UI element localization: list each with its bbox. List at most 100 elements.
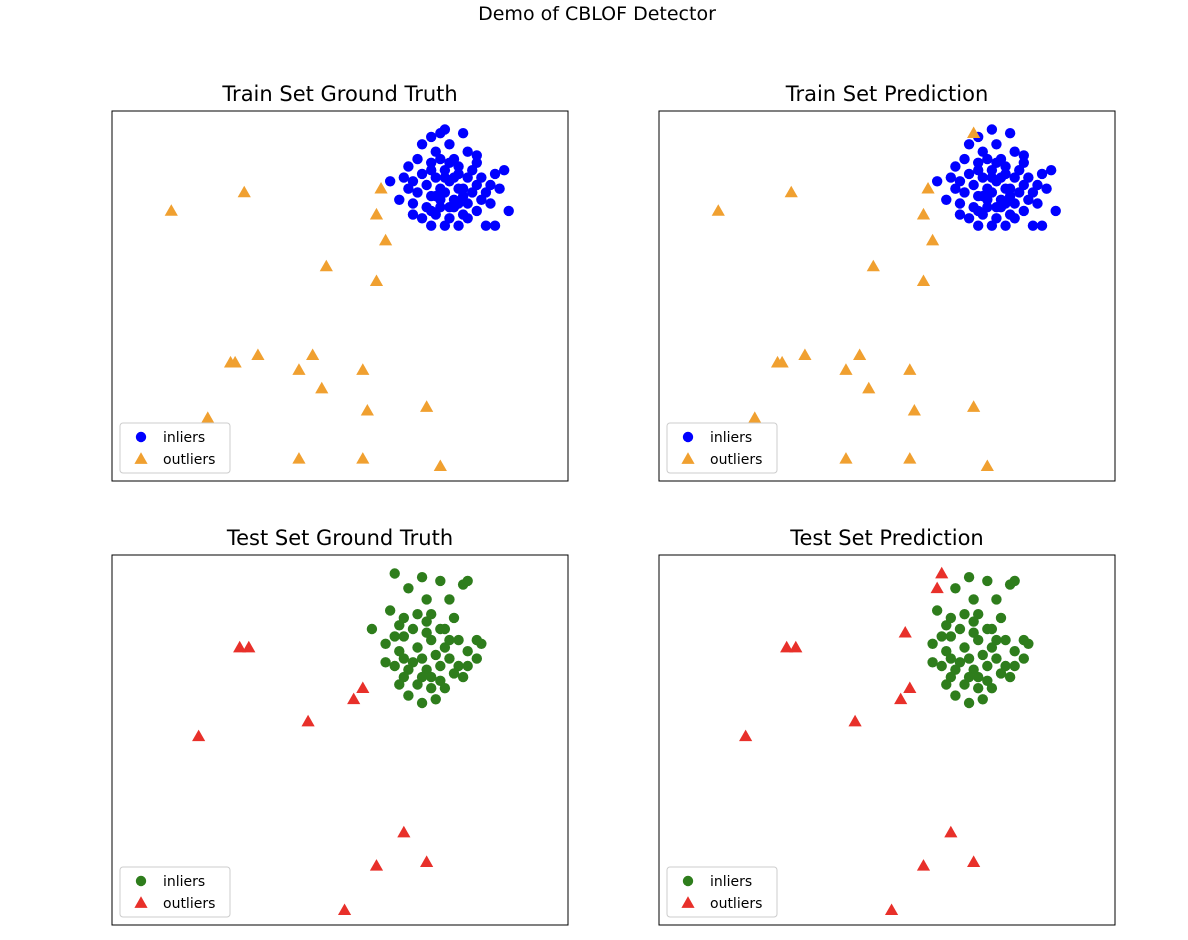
- inlier-point: [485, 198, 496, 209]
- inlier-point: [444, 634, 455, 646]
- outlier-point: [164, 204, 178, 216]
- inlier-point: [982, 153, 993, 165]
- inlier-point: [1004, 671, 1016, 683]
- inlier-point: [480, 220, 492, 231]
- outlier-point: [292, 363, 306, 375]
- legend-label: inliers: [710, 430, 752, 446]
- inlier-point: [973, 205, 984, 217]
- outlier-point: [862, 381, 876, 394]
- inlier-point: [982, 575, 993, 587]
- inlier-point: [416, 139, 428, 150]
- legend-inlier-marker: [682, 431, 694, 443]
- inlier-point: [941, 194, 952, 205]
- outlier-point: [369, 274, 384, 287]
- inlier-point: [439, 124, 451, 135]
- inlier-point: [476, 172, 487, 183]
- inlier-point: [936, 660, 947, 672]
- inlier-point: [462, 660, 473, 672]
- outlier-point: [356, 452, 370, 464]
- outlier-point: [848, 714, 862, 727]
- inlier-point: [426, 205, 437, 217]
- inlier-point: [1032, 179, 1043, 191]
- inlier-point: [973, 220, 984, 231]
- inlier-point: [426, 683, 437, 694]
- inlier-point: [448, 612, 460, 624]
- inlier-point: [389, 568, 400, 579]
- inlier-point: [927, 638, 938, 649]
- inlier-point: [1036, 220, 1048, 231]
- outlier-point: [916, 859, 931, 871]
- legend-inlier-marker: [682, 875, 694, 887]
- inlier-point: [1004, 183, 1016, 194]
- inlier-point: [416, 168, 428, 180]
- outlier-point: [780, 640, 794, 653]
- inlier-point: [476, 194, 487, 205]
- inlier-point: [950, 583, 961, 594]
- inlier-point: [1009, 575, 1020, 587]
- inlier-point: [380, 657, 391, 668]
- inlier-point: [444, 139, 455, 150]
- inlier-point: [426, 131, 437, 143]
- inlier-point: [412, 609, 423, 620]
- outlier-point: [839, 452, 853, 464]
- inlier-point: [462, 146, 473, 157]
- inlier-point: [453, 198, 464, 209]
- legend-outlier-marker: [134, 896, 148, 908]
- subplot-title: Train Set Prediction: [785, 82, 989, 106]
- outlier-point: [315, 381, 329, 394]
- inlier-point: [1000, 198, 1011, 209]
- outlier-point: [374, 182, 388, 194]
- outlier-point: [898, 626, 912, 638]
- inlier-point: [982, 660, 993, 672]
- outlier-point: [789, 640, 803, 653]
- outlier-point: [397, 825, 411, 838]
- inlier-point: [941, 620, 952, 631]
- inlier-point: [416, 653, 428, 664]
- outlier-point: [894, 692, 908, 705]
- outlier-point: [233, 640, 247, 653]
- legend-label: inliers: [163, 430, 205, 446]
- legend-label: inliers: [163, 874, 205, 890]
- outlier-point: [356, 681, 370, 694]
- inlier-point: [995, 612, 1007, 624]
- inlier-point: [945, 631, 957, 642]
- outlier-point: [798, 348, 812, 361]
- inlier-point: [444, 594, 455, 605]
- outlier-point: [337, 903, 352, 916]
- inlier-point: [1009, 660, 1020, 672]
- inlier-point: [403, 583, 414, 594]
- inlier-point: [398, 631, 410, 642]
- inlier-point: [982, 202, 993, 213]
- inlier-point: [977, 649, 988, 661]
- inlier-point: [1027, 220, 1039, 231]
- outlier-point: [967, 855, 981, 867]
- inlier-point: [412, 153, 423, 165]
- inlier-point: [462, 646, 473, 657]
- inlier-point: [968, 627, 979, 638]
- inlier-point: [1036, 168, 1048, 180]
- inlier-point: [394, 620, 405, 631]
- legend: inliers outliers: [119, 422, 231, 474]
- inlier-point: [453, 220, 464, 231]
- inlier-point: [439, 187, 451, 198]
- legend-label: outliers: [163, 896, 215, 912]
- inlier-point: [1023, 194, 1034, 205]
- outlier-point: [251, 348, 265, 361]
- inlier-point: [398, 653, 410, 664]
- inlier-point: [1009, 646, 1020, 657]
- inlier-point: [498, 165, 510, 176]
- inlier-point: [931, 176, 943, 187]
- legend-box: [119, 866, 231, 918]
- plot-frame: [658, 554, 1116, 926]
- inlier-point: [462, 213, 473, 224]
- subplot-title: Test Set Ground Truth: [226, 526, 453, 550]
- inlier-point: [403, 690, 414, 701]
- outlier-point: [916, 207, 931, 220]
- inlier-point: [453, 634, 464, 646]
- inlier-point: [973, 609, 984, 620]
- inlier-point: [963, 653, 975, 664]
- scatter-points: [739, 566, 1034, 916]
- legend-inlier-marker: [135, 875, 147, 887]
- inlier-point: [1041, 183, 1052, 194]
- inlier-point: [412, 187, 423, 198]
